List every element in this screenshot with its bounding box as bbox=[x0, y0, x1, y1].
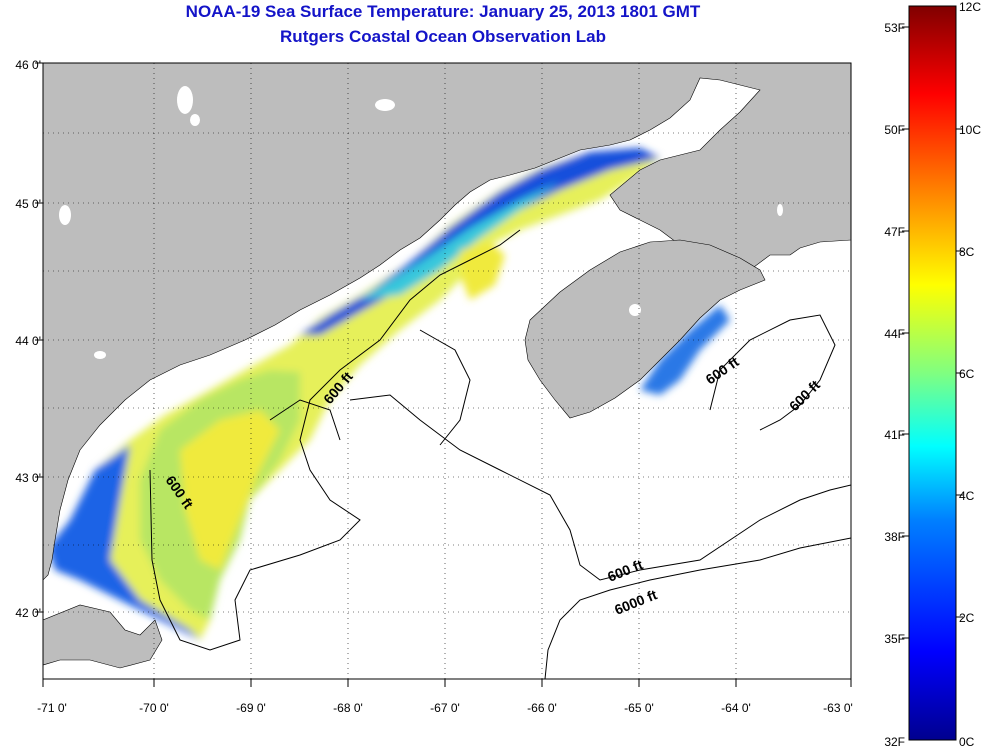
sst-swath bbox=[48, 148, 730, 640]
x-tick-label: -66 0' bbox=[527, 701, 557, 715]
x-tick-label: -70 0' bbox=[139, 701, 169, 715]
y-tick-label: 45 0' bbox=[15, 197, 41, 211]
x-tick-label: -68 0' bbox=[333, 701, 363, 715]
depth-contours bbox=[149, 229, 851, 679]
y-tick-label: 46 0' bbox=[15, 58, 41, 72]
colorbar-f-label: 41F bbox=[884, 428, 905, 442]
colorbar-c-label: 0C bbox=[959, 735, 975, 749]
y-tick-label: 44 0' bbox=[15, 334, 41, 348]
y-tick-label: 42 0' bbox=[15, 606, 41, 620]
map-title: NOAA-19 Sea Surface Temperature: January… bbox=[185, 2, 701, 21]
colorbar-c-label: 4C bbox=[959, 489, 975, 503]
map-frame bbox=[42, 62, 852, 680]
x-tick-label: -71 0' bbox=[37, 701, 67, 715]
colorbar-c-label: 12C bbox=[959, 0, 981, 14]
colorbar: 53F 50F 47F 44F 41F 38F 35F 32F 12C 10C … bbox=[884, 0, 981, 749]
colorbar-f-label: 50F bbox=[884, 123, 905, 137]
colorbar-f-label: 35F bbox=[884, 632, 905, 646]
colorbar-f-label: 53F bbox=[884, 21, 905, 35]
colorbar-f-label: 47F bbox=[884, 225, 905, 239]
axis-ticks bbox=[35, 62, 852, 687]
x-tick-label: -63 0' bbox=[823, 701, 853, 715]
colorbar-c-label: 8C bbox=[959, 245, 975, 259]
colorbar-f-label: 44F bbox=[884, 327, 905, 341]
colorbar-c-label: 6C bbox=[959, 367, 975, 381]
x-tick-label: -65 0' bbox=[624, 701, 654, 715]
map-subtitle: Rutgers Coastal Ocean Observation Lab bbox=[280, 27, 606, 46]
colorbar-c-label: 2C bbox=[959, 611, 975, 625]
lakes bbox=[59, 86, 783, 359]
colorbar-f-label: 32F bbox=[884, 735, 905, 749]
x-tick-label: -67 0' bbox=[430, 701, 460, 715]
land bbox=[43, 63, 851, 669]
colorbar-f-label: 38F bbox=[884, 530, 905, 544]
colorbar-c-label: 10C bbox=[959, 123, 981, 137]
x-tick-label: -64 0' bbox=[721, 701, 751, 715]
colorbar-scale bbox=[908, 5, 957, 741]
x-tick-label: -69 0' bbox=[236, 701, 266, 715]
y-tick-label: 43 0' bbox=[15, 471, 41, 485]
